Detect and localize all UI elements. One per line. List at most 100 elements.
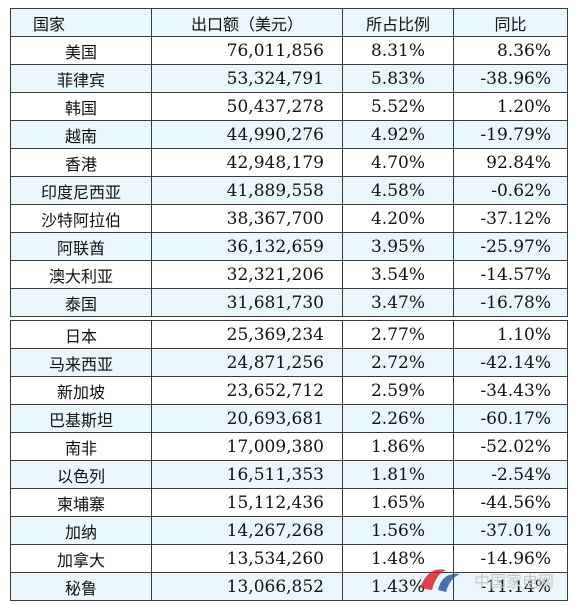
country-cell: 日本 bbox=[10, 320, 152, 349]
share-cell: 4.70% bbox=[342, 148, 454, 177]
table-row: 沙特阿拉伯 38,367,700 4.20% -37.12% bbox=[10, 204, 568, 233]
amount-cell: 16,511,353 bbox=[151, 460, 343, 489]
share-cell: 4.58% bbox=[342, 176, 454, 205]
share-cell: 2.77% bbox=[342, 320, 454, 349]
table-row: 日本 25,369,234 2.77% 1.10% bbox=[10, 320, 568, 349]
amount-cell: 42,948,179 bbox=[151, 148, 343, 177]
yoy-cell: 1.20% bbox=[453, 92, 568, 121]
country-cell: 柬埔寨 bbox=[10, 488, 152, 517]
yoy-cell: -38.96% bbox=[453, 64, 568, 93]
table-row: 巴基斯坦 20,693,681 2.26% -60.17% bbox=[10, 404, 568, 433]
yoy-cell: 1.10% bbox=[453, 320, 568, 349]
country-cell: 阿联酋 bbox=[10, 232, 152, 261]
country-cell: 马来西亚 bbox=[10, 348, 152, 377]
yoy-cell: -25.97% bbox=[453, 232, 568, 261]
share-cell: 4.92% bbox=[342, 120, 454, 149]
yoy-cell: -2.54% bbox=[453, 460, 568, 489]
share-cell: 2.72% bbox=[342, 348, 454, 377]
share-cell: 1.48% bbox=[342, 544, 454, 573]
amount-cell: 44,990,276 bbox=[151, 120, 343, 149]
yoy-cell: -37.12% bbox=[453, 204, 568, 233]
yoy-cell: -34.43% bbox=[453, 376, 568, 405]
yoy-cell: -42.14% bbox=[453, 348, 568, 377]
table-row: 加纳 14,267,268 1.56% -37.01% bbox=[10, 516, 568, 545]
share-cell: 2.26% bbox=[342, 404, 454, 433]
yoy-cell: -60.17% bbox=[453, 404, 568, 433]
amount-cell: 24,871,256 bbox=[151, 348, 343, 377]
yoy-cell: -37.01% bbox=[453, 516, 568, 545]
export-table-bottom: 日本 25,369,234 2.77% 1.10% 马来西亚 24,871,256 2.72… bbox=[10, 320, 568, 601]
country-cell: 以色列 bbox=[10, 460, 152, 489]
country-cell: 南非 bbox=[10, 432, 152, 461]
share-cell: 3.95% bbox=[342, 232, 454, 261]
country-cell: 新加坡 bbox=[10, 376, 152, 405]
header-share: 所占比例 bbox=[342, 8, 454, 37]
country-cell: 美国 bbox=[10, 36, 152, 65]
country-cell: 印度尼西亚 bbox=[10, 176, 152, 205]
header-country: 国家 bbox=[10, 8, 152, 37]
amount-cell: 23,652,712 bbox=[151, 376, 343, 405]
yoy-cell: -14.57% bbox=[453, 260, 568, 289]
table-row: 泰国 31,681,730 3.47% -16.78% bbox=[10, 288, 568, 317]
share-cell: 4.20% bbox=[342, 204, 454, 233]
table-row: 南非 17,009,380 1.86% -52.02% bbox=[10, 432, 568, 461]
country-cell: 菲律宾 bbox=[10, 64, 152, 93]
table-row: 加拿大 13,534,260 1.48% -14.96% bbox=[10, 544, 568, 573]
amount-cell: 50,437,278 bbox=[151, 92, 343, 121]
yoy-cell: -14.96% bbox=[453, 544, 568, 573]
country-cell: 沙特阿拉伯 bbox=[10, 204, 152, 233]
country-cell: 泰国 bbox=[10, 288, 152, 317]
table-row: 香港 42,948,179 4.70% 92.84% bbox=[10, 148, 568, 177]
amount-cell: 31,681,730 bbox=[151, 288, 343, 317]
yoy-cell: 92.84% bbox=[453, 148, 568, 177]
table-row: 新加坡 23,652,712 2.59% -34.43% bbox=[10, 376, 568, 405]
table-row: 菲律宾 53,324,791 5.83% -38.96% bbox=[10, 64, 568, 93]
country-cell: 加纳 bbox=[10, 516, 152, 545]
amount-cell: 53,324,791 bbox=[151, 64, 343, 93]
amount-cell: 25,369,234 bbox=[151, 320, 343, 349]
country-cell: 韩国 bbox=[10, 92, 152, 121]
yoy-cell: -11.14% bbox=[453, 572, 568, 601]
country-cell: 加拿大 bbox=[10, 544, 152, 573]
country-cell: 秘鲁 bbox=[10, 572, 152, 601]
amount-cell: 15,112,436 bbox=[151, 488, 343, 517]
table-row: 马来西亚 24,871,256 2.72% -42.14% bbox=[10, 348, 568, 377]
share-cell: 1.81% bbox=[342, 460, 454, 489]
amount-cell: 76,011,856 bbox=[151, 36, 343, 65]
table-row: 柬埔寨 15,112,436 1.65% -44.56% bbox=[10, 488, 568, 517]
country-cell: 巴基斯坦 bbox=[10, 404, 152, 433]
export-table-top: 国家 出口额（美元） 所占比例 同比 美国 76,011,856 8.31% 8.36… bbox=[10, 8, 568, 317]
share-cell: 1.65% bbox=[342, 488, 454, 517]
amount-cell: 41,889,558 bbox=[151, 176, 343, 205]
table-row: 印度尼西亚 41,889,558 4.58% -0.62% bbox=[10, 176, 568, 205]
table-header-row: 国家 出口额（美元） 所占比例 同比 bbox=[10, 8, 568, 37]
country-cell: 越南 bbox=[10, 120, 152, 149]
amount-cell: 20,693,681 bbox=[151, 404, 343, 433]
amount-cell: 14,267,268 bbox=[151, 516, 343, 545]
share-cell: 3.47% bbox=[342, 288, 454, 317]
amount-cell: 36,132,659 bbox=[151, 232, 343, 261]
share-cell: 1.86% bbox=[342, 432, 454, 461]
header-amount: 出口额（美元） bbox=[151, 8, 343, 37]
yoy-cell: -16.78% bbox=[453, 288, 568, 317]
share-cell: 2.59% bbox=[342, 376, 454, 405]
amount-cell: 32,321,206 bbox=[151, 260, 343, 289]
table-row: 越南 44,990,276 4.92% -19.79% bbox=[10, 120, 568, 149]
yoy-cell: -19.79% bbox=[453, 120, 568, 149]
table-row: 阿联酋 36,132,659 3.95% -25.97% bbox=[10, 232, 568, 261]
table-row: 澳大利亚 32,321,206 3.54% -14.57% bbox=[10, 260, 568, 289]
share-cell: 1.56% bbox=[342, 516, 454, 545]
yoy-cell: -44.56% bbox=[453, 488, 568, 517]
amount-cell: 13,066,852 bbox=[151, 572, 343, 601]
country-cell: 澳大利亚 bbox=[10, 260, 152, 289]
table-row: 秘鲁 13,066,852 1.43% -11.14% bbox=[10, 572, 568, 601]
header-yoy: 同比 bbox=[453, 8, 568, 37]
table-row: 韩国 50,437,278 5.52% 1.20% bbox=[10, 92, 568, 121]
table-row: 以色列 16,511,353 1.81% -2.54% bbox=[10, 460, 568, 489]
yoy-cell: 8.36% bbox=[453, 36, 568, 65]
table-row: 美国 76,011,856 8.31% 8.36% bbox=[10, 36, 568, 65]
yoy-cell: -0.62% bbox=[453, 176, 568, 205]
country-cell: 香港 bbox=[10, 148, 152, 177]
amount-cell: 13,534,260 bbox=[151, 544, 343, 573]
share-cell: 5.52% bbox=[342, 92, 454, 121]
